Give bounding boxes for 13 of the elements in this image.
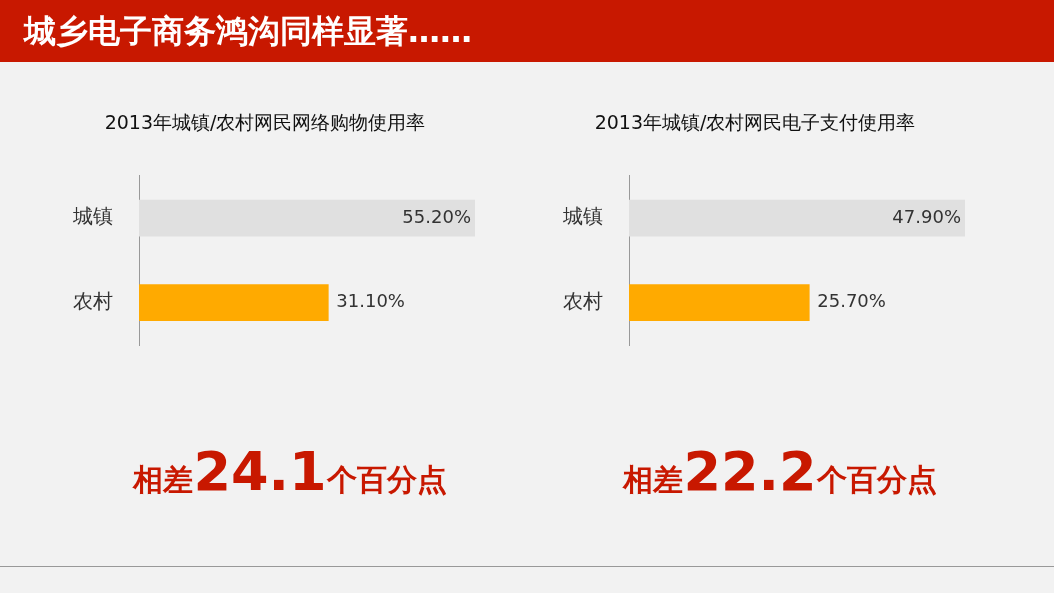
chart-title: 2013年城镇/农村网民电子支付使用率 bbox=[594, 111, 916, 134]
text: 相差22.2个百分点 bbox=[623, 440, 937, 503]
y-tick-label: 农村 bbox=[563, 288, 603, 313]
data-label: 47.90% bbox=[892, 205, 961, 227]
chart-title: 2013年城镇/农村网民网络购物使用率 bbox=[104, 111, 426, 134]
data-label: 31.10% bbox=[336, 290, 405, 312]
text: 相差24.1个百分点 bbox=[133, 440, 447, 503]
data-label: 55.20% bbox=[402, 205, 471, 227]
text: 城乡电子商务鸿沟同样显著…… bbox=[0, 0, 1054, 62]
y-tick-label: 城镇 bbox=[72, 204, 113, 229]
y-tick-label: 农村 bbox=[73, 288, 113, 313]
y-tick-label: 城镇 bbox=[562, 204, 603, 229]
data-label: 25.70% bbox=[817, 290, 886, 312]
